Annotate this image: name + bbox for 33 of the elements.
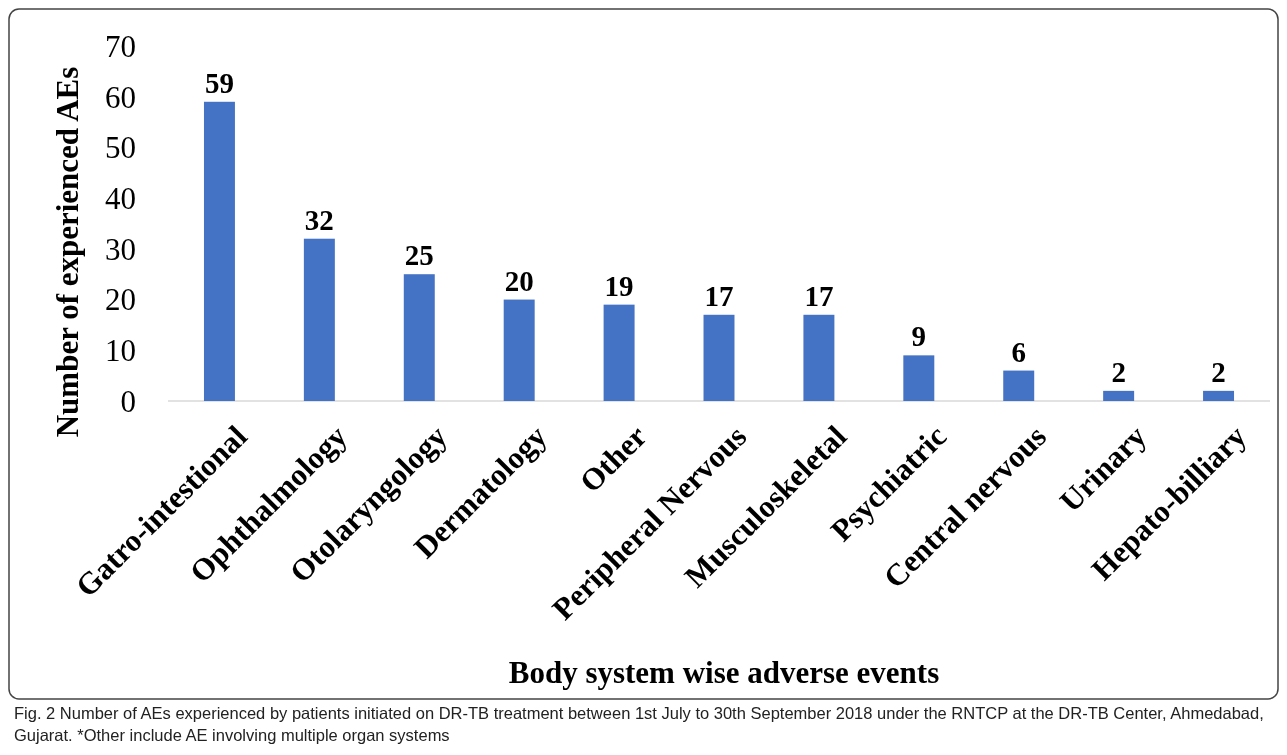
data-label: 17 (804, 279, 834, 312)
y-tick-label: 0 (120, 383, 136, 419)
y-tick-label: 60 (105, 79, 136, 115)
data-label: 2 (1111, 355, 1126, 388)
bar (1103, 390, 1135, 401)
y-tick-label: 10 (105, 333, 136, 369)
data-label: 19 (604, 269, 634, 302)
y-tick-label: 70 (105, 28, 136, 64)
data-label: 25 (404, 239, 434, 272)
data-label: 20 (504, 264, 534, 297)
y-tick-label: 50 (105, 130, 136, 166)
data-label: 32 (304, 203, 334, 236)
y-tick-label: 30 (105, 231, 136, 267)
bar (603, 304, 635, 401)
bar (303, 238, 335, 401)
y-tick-label: 20 (105, 282, 136, 318)
data-label: 17 (704, 279, 734, 312)
data-label: 9 (911, 320, 927, 353)
data-label: 6 (1011, 335, 1026, 368)
x-axis-title: Body system wise adverse events (508, 655, 940, 690)
y-axis-title: Number of experienced AEs (50, 66, 85, 438)
bar (903, 355, 935, 401)
bar (403, 274, 435, 401)
bar (1003, 370, 1035, 401)
y-tick-label: 40 (105, 180, 136, 216)
bar (203, 101, 235, 401)
bar (703, 314, 735, 401)
data-label: 2 (1211, 355, 1226, 388)
bar (503, 299, 535, 401)
bar (803, 314, 835, 401)
bar (1203, 390, 1235, 401)
data-label: 59 (204, 66, 234, 99)
caption: Fig. 2 Number of AEs experienced by patients initiated on DR-TB treatment between 1st July to 30th September 2018 under the RNTCP at the DR-TB Center, Ahmedabad, Gujarat. *Other include AE involving multiple organ systems (14, 703, 1265, 746)
